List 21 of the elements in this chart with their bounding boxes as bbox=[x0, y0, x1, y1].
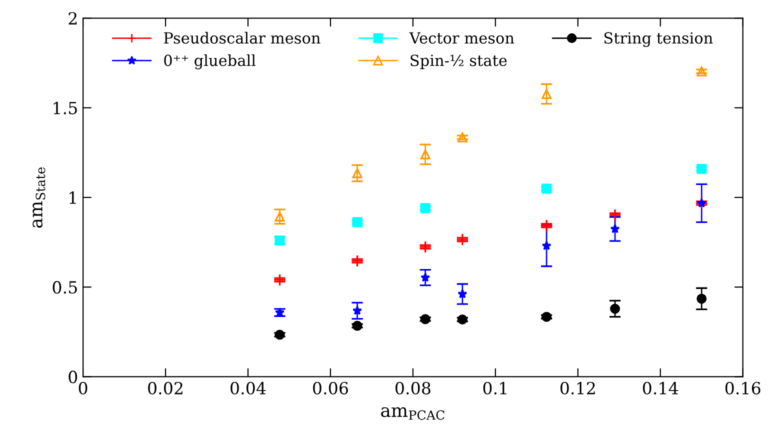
x-tick-label: 0.02 bbox=[148, 382, 182, 394]
x-tick-label: 0.14 bbox=[642, 382, 678, 394]
x-tick-label: 0.04 bbox=[230, 382, 266, 394]
x-axis-title: am$_{PCAC}$ bbox=[381, 407, 444, 420]
y-tick-label: 1 bbox=[70, 191, 76, 204]
y-tick-label: 0 bbox=[68, 370, 78, 384]
y-axis-title: am$_{State}$ bbox=[32, 167, 46, 228]
legend-label: String tension bbox=[604, 32, 713, 47]
x-tick-label: 0.06 bbox=[313, 382, 348, 394]
x-tick-label: 0.16 bbox=[725, 382, 760, 394]
x-tick-label: 0.1 bbox=[483, 382, 506, 394]
legend-label: 0⁺⁺ glueball bbox=[164, 54, 256, 70]
legend-label: Vector meson bbox=[409, 32, 514, 44]
legend-label: Pseudoscalar meson bbox=[164, 32, 320, 44]
x-tick-label: 0.08 bbox=[395, 382, 430, 394]
legend-label: Spin-½ state bbox=[410, 54, 507, 70]
x-tick-label: 0 bbox=[78, 382, 88, 394]
y-tick-label: 2 bbox=[68, 12, 77, 24]
y-tick-label: 0.5 bbox=[52, 281, 77, 294]
y-tick-label: 1.5 bbox=[54, 102, 77, 114]
x-tick-label: 0.12 bbox=[560, 382, 595, 394]
